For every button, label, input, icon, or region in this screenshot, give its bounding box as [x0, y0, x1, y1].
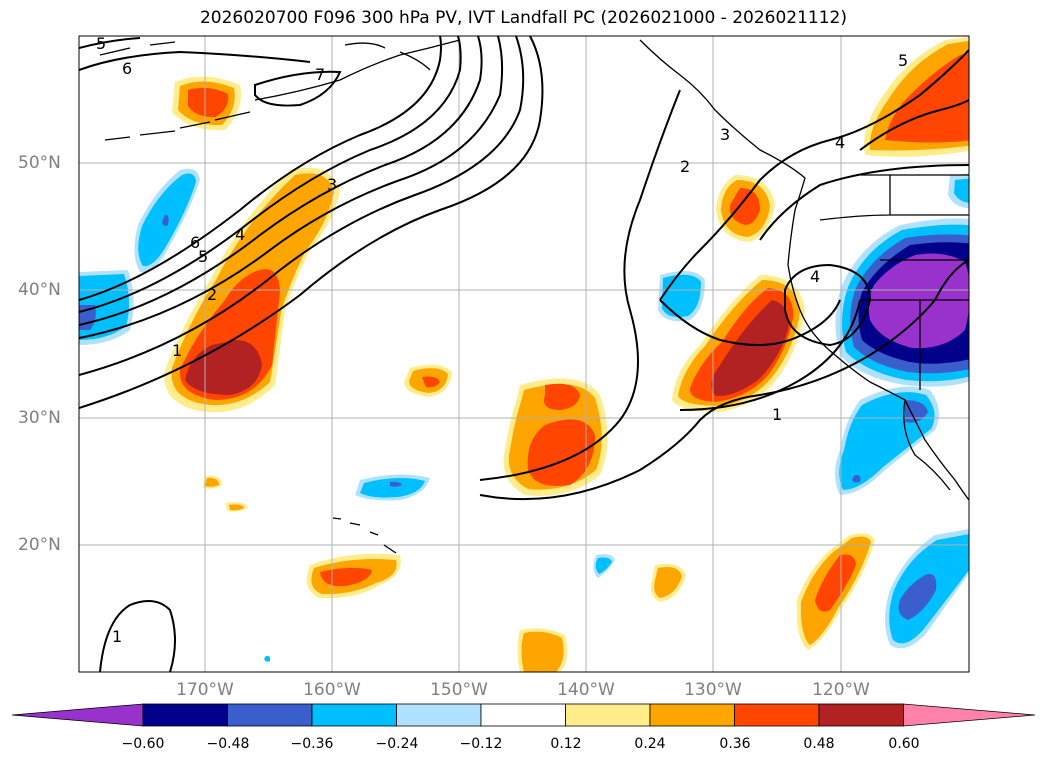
lat-label-40n: 40°N: [18, 280, 61, 300]
contour-label: 5: [96, 34, 106, 53]
lon-label-140w: 140°W: [557, 680, 615, 700]
colorbar-tick-label: −0.12: [459, 736, 503, 752]
contour-label: 1: [772, 405, 782, 424]
colorbar: [11, 703, 1036, 727]
colorbar-segment: [227, 703, 313, 727]
positive-anomaly-blob-pnw: [716, 175, 775, 242]
negative-anomaly-blob-southeast: [885, 529, 969, 649]
colorbar-tick-label: −0.24: [375, 736, 419, 752]
positive-anomaly-blob-subtropical: [503, 378, 608, 496]
negative-anomaly-blob-california: [835, 173, 969, 387]
colorbar-extend-max: [903, 703, 1036, 727]
positive-anomaly-blob-dateline: [172, 76, 241, 131]
contour-label: 7: [315, 65, 325, 84]
colorbar-tick-label: 0.12: [550, 736, 582, 752]
contour-label: 4: [235, 225, 245, 244]
lon-label-120w: 120°W: [812, 680, 870, 700]
map-frame: [78, 35, 970, 673]
colorbar-tick-label: 0.60: [888, 736, 920, 752]
lon-label-160w: 160°W: [303, 680, 361, 700]
contour-label: 3: [327, 175, 337, 194]
contour-label-group: 5 6 7 3 4 6 5 2 1 1 2 3 4 4 1 5: [96, 34, 908, 646]
contour-label: 3: [720, 125, 730, 144]
contour-label: 1: [172, 341, 182, 360]
colorbar-segment: [142, 703, 228, 727]
colorbar-tick-label: −0.48: [206, 736, 250, 752]
contour-label: 2: [680, 157, 690, 176]
negative-anomaly-blob-northwest: [134, 168, 200, 273]
colorbar-segment: [396, 703, 482, 727]
colorbar-segment: [565, 703, 651, 727]
colorbar-segment: [480, 703, 566, 727]
lat-label-50n: 50°N: [18, 153, 61, 173]
colorbar-segment: [311, 703, 397, 727]
colorbar-extend-min: [11, 703, 144, 727]
contour-label: 5: [198, 247, 208, 266]
contour-label: 6: [122, 59, 132, 78]
lon-label-150w: 150°W: [430, 680, 488, 700]
coastlines: [99, 39, 969, 554]
colorbar-tick-label: 0.48: [803, 736, 835, 752]
negative-anomaly-blob-baja: [835, 386, 939, 495]
contour-label: 5: [898, 51, 908, 70]
lat-label-30n: 30°N: [18, 408, 61, 428]
colorbar-tick-label: 0.36: [719, 736, 751, 752]
contour-label: 4: [835, 133, 845, 152]
colorbar-tick-label: −0.60: [121, 736, 165, 752]
colorbar-segment: [649, 703, 735, 727]
lon-label-170w: 170°W: [176, 680, 234, 700]
graticule: [79, 36, 969, 672]
contour-label: 1: [112, 627, 122, 646]
colorbar-tick-label: 0.24: [634, 736, 666, 752]
colorbar-tick-label: −0.36: [290, 736, 334, 752]
negative-anomaly-blobs-small: [264, 271, 705, 662]
pc-fill-layer: [79, 36, 969, 672]
negative-anomaly-blob-west: [79, 270, 134, 345]
contour-label: 4: [810, 267, 820, 286]
lat-label-20n: 20°N: [18, 535, 61, 555]
positive-anomaly-blobs-small: [203, 364, 875, 672]
colorbar-segment: [818, 703, 904, 727]
colorbar-segment: [734, 703, 820, 727]
contour-lines: [79, 36, 969, 672]
map-title: 2026020700 F096 300 hPa PV, IVT Landfall…: [199, 8, 847, 28]
contour-label: 6: [190, 233, 200, 252]
lon-label-130w: 130°W: [684, 680, 742, 700]
contour-label: 2: [207, 285, 217, 304]
